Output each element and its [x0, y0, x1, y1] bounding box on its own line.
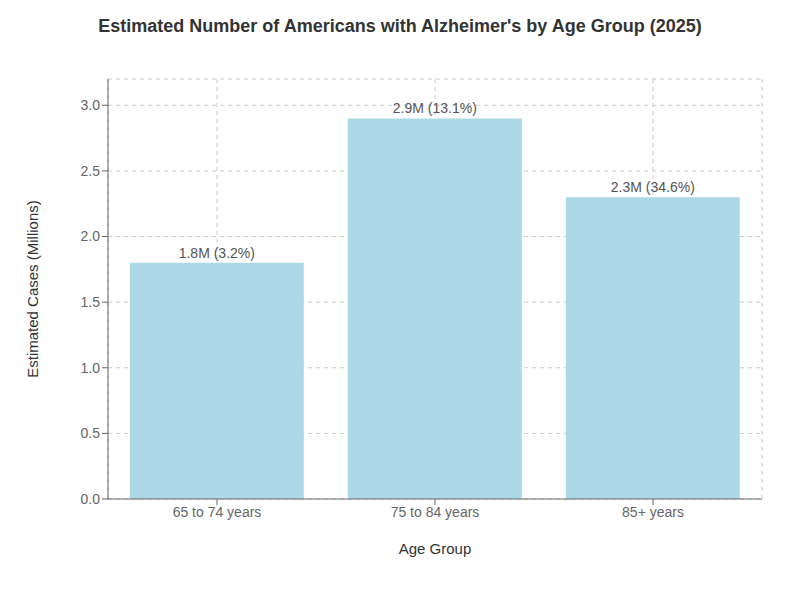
svg-text:75 to 84 years: 75 to 84 years: [391, 504, 480, 520]
svg-text:Estimated Cases (Millions): Estimated Cases (Millions): [24, 200, 41, 378]
svg-text:2.5: 2.5: [81, 163, 101, 179]
svg-text:0.5: 0.5: [81, 425, 101, 441]
svg-text:3.0: 3.0: [81, 97, 101, 113]
svg-text:2.9M (13.1%): 2.9M (13.1%): [393, 100, 477, 116]
svg-text:0.0: 0.0: [81, 491, 101, 507]
svg-text:1.5: 1.5: [81, 294, 101, 310]
svg-text:2.0: 2.0: [81, 228, 101, 244]
svg-text:85+ years: 85+ years: [622, 504, 684, 520]
svg-text:65 to 74 years: 65 to 74 years: [173, 504, 262, 520]
html-text:Estimated Number of Americans: Estimated Number of Americans with Alzhe…: [98, 16, 702, 36]
svg-text:1.8M (3.2%): 1.8M (3.2%): [179, 245, 255, 261]
svg-text:1.0: 1.0: [81, 360, 101, 376]
svg-text:Age Group: Age Group: [399, 540, 472, 557]
svg-text:2.3M (34.6%): 2.3M (34.6%): [611, 179, 695, 195]
